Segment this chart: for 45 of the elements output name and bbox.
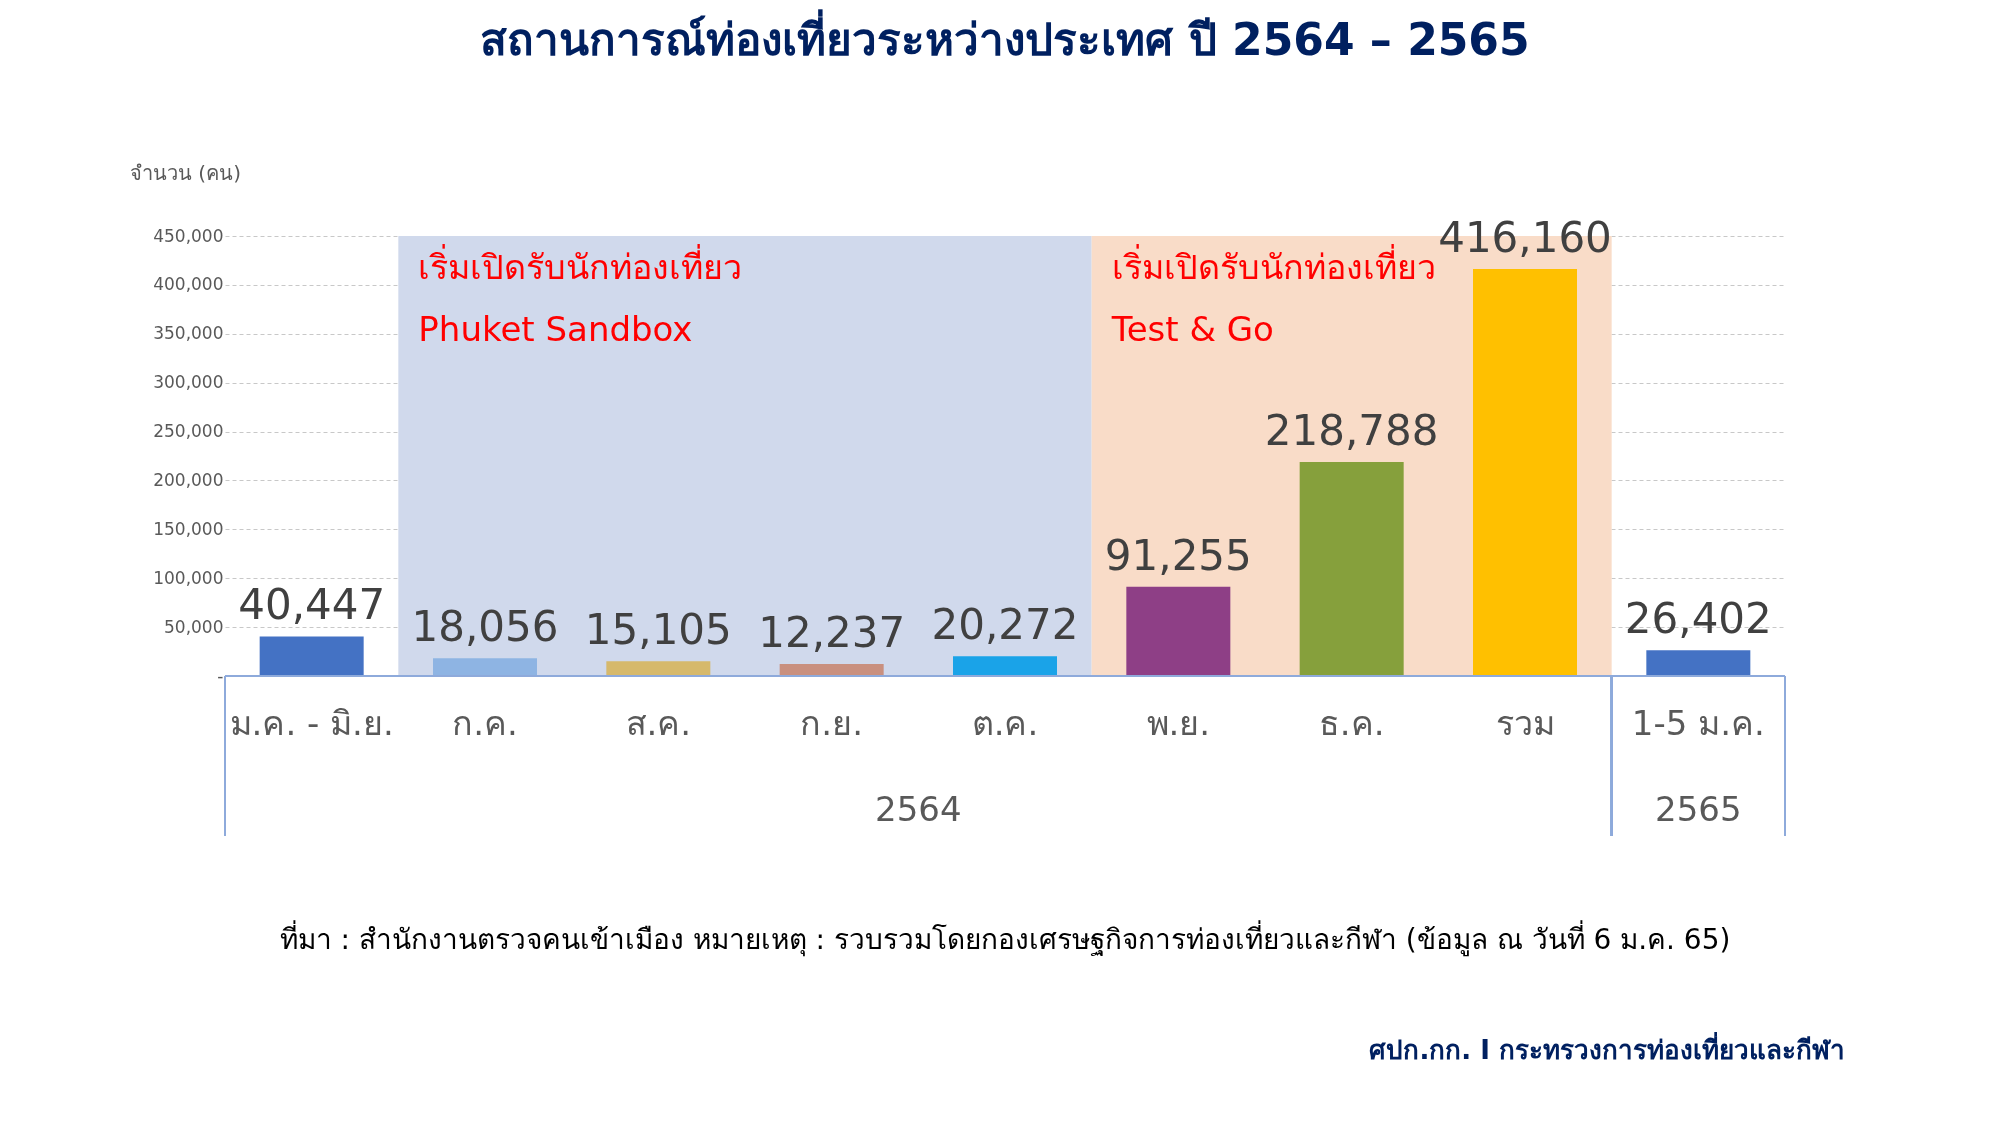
bar bbox=[953, 656, 1057, 676]
x-tick-label: รวม bbox=[1495, 703, 1555, 743]
data-label: 15,105 bbox=[584, 605, 732, 655]
x-tick-label: ต.ค. bbox=[971, 703, 1039, 743]
x-tick-label: พ.ย. bbox=[1146, 703, 1211, 743]
x-tick-label: ม.ค. - มิ.ย. bbox=[229, 703, 394, 743]
text: 2565 bbox=[1655, 789, 1742, 829]
y-tick-label: 350,000 bbox=[153, 323, 224, 344]
y-axis-title: จำนวน (คน) bbox=[130, 161, 241, 185]
y-tick-label: 100,000 bbox=[153, 567, 224, 588]
text: 2564 bbox=[875, 789, 962, 829]
bar bbox=[1473, 269, 1577, 676]
bar bbox=[779, 664, 884, 676]
data-label: 12,237 bbox=[758, 608, 906, 658]
bar bbox=[1299, 462, 1404, 676]
y-tick-label: 200,000 bbox=[153, 469, 224, 490]
data-label: 40,447 bbox=[238, 580, 386, 630]
y-tick-label: 300,000 bbox=[153, 372, 224, 393]
y-tick-label: 400,000 bbox=[153, 274, 224, 295]
text: ที่มา : สำนักงานตรวจคนเข้าเมือง หมายเหตุ : รวบรวมโดยกองเศรษฐกิจการท่องเที่ยวและกีฬา (ข้อมูล ณ วันที่ 6 ม.ค. 65) bbox=[279, 920, 1731, 957]
data-label: 18,056 bbox=[411, 602, 559, 652]
bar bbox=[1126, 586, 1231, 676]
x-tick-label: ธ.ค. bbox=[1318, 703, 1385, 743]
chart-title: สถานการณ์ท่องเที่ยวระหว่างประเทศ ปี 2564 – 2565 bbox=[480, 9, 1530, 65]
bar bbox=[1646, 650, 1751, 676]
x-tick-label: 1-5 ม.ค. bbox=[1631, 703, 1765, 743]
data-label: 91,255 bbox=[1104, 530, 1252, 580]
band-label: เริ่มเปิดรับนักท่องเที่ยว Phuket Sandbox bbox=[418, 244, 743, 349]
bar bbox=[433, 658, 537, 676]
bar bbox=[259, 636, 364, 676]
bar bbox=[606, 661, 711, 676]
y-tick-label: 250,000 bbox=[153, 421, 224, 442]
y-tick-label: 150,000 bbox=[153, 518, 224, 539]
y-tick-label: 50,000 bbox=[164, 616, 224, 637]
x-tick-label: ก.ค. bbox=[452, 703, 518, 743]
text: ศปก.กก. I กระทรวงการท่องเที่ยวและกีฬา bbox=[1369, 1031, 1845, 1065]
x-tick-label: ส.ค. bbox=[625, 703, 692, 743]
y-tick-label: - bbox=[217, 665, 224, 686]
data-label: 20,272 bbox=[931, 600, 1079, 650]
data-label: 218,788 bbox=[1264, 406, 1439, 456]
band-label: เริ่มเปิดรับนักท่องเที่ยว Test & Go bbox=[1110, 244, 1436, 349]
data-label: 416,160 bbox=[1438, 213, 1612, 263]
y-tick-label: 450,000 bbox=[153, 225, 224, 246]
data-label: 26,402 bbox=[1624, 594, 1772, 644]
x-tick-label: ก.ย. bbox=[800, 703, 863, 743]
